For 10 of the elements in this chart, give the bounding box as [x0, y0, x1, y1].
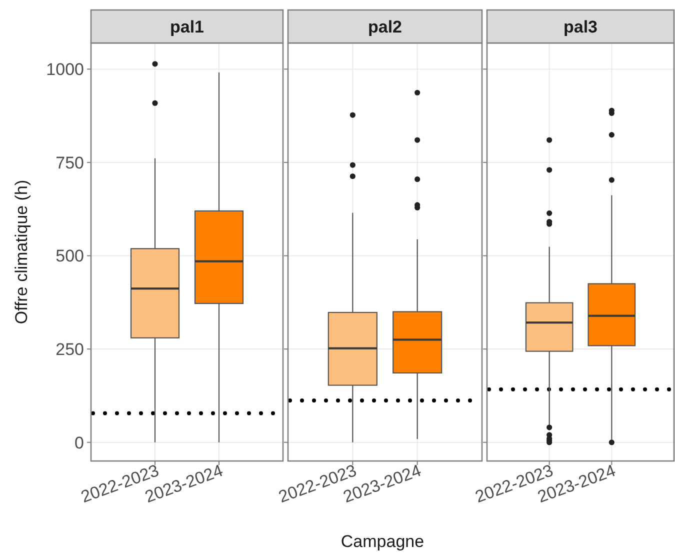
chart-title: pal2: [368, 18, 402, 36]
y-tick-label: 750: [56, 153, 84, 172]
x-axis-title: Campagne: [340, 532, 424, 551]
y-tick-label: 250: [56, 340, 84, 360]
y-axis-title: Offre climatique (h): [12, 180, 31, 324]
y-tick-label: 1000: [46, 60, 84, 80]
chart-title: pal3: [563, 18, 598, 36]
y-tick-label: 0: [74, 433, 84, 452]
chart-title: pal1: [170, 18, 204, 36]
y-tick-label: 500: [56, 246, 84, 266]
